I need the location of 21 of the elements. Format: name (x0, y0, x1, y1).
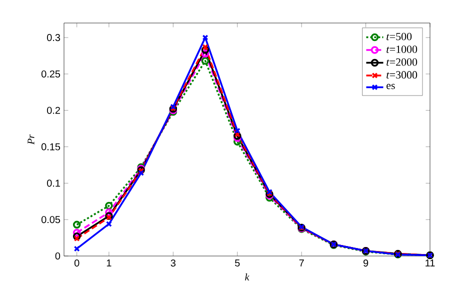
x-tick-label: 3 (170, 260, 176, 267)
legend-label: t=1000 (386, 46, 418, 54)
legend-label: t=500 (386, 32, 412, 40)
legend-label: t=3000 (386, 71, 418, 79)
y-tick-label: 0.1 (47, 180, 60, 187)
y-axis-title: Pr (28, 134, 34, 145)
y-tick-label: 0.25 (41, 70, 60, 78)
x-tick-label: 0 (74, 260, 80, 267)
x-tick-label: 11 (426, 260, 435, 266)
y-tick-label: 0.2 (47, 106, 60, 114)
x-axis-title: k (245, 273, 250, 280)
x-tick-label: 5 (235, 260, 240, 266)
y-tick-label: 0.15 (41, 143, 60, 150)
legend-label: es (386, 84, 395, 90)
x-tick-label: 7 (299, 260, 304, 266)
x-tick-label: 1 (106, 260, 112, 266)
y-tick-label: 0.05 (41, 216, 60, 224)
y-tick-label: 0 (55, 252, 60, 260)
legend-label: t=2000 (386, 58, 418, 66)
x-tick-label: 9 (363, 260, 368, 267)
y-tick-label: 0.3 (47, 34, 60, 42)
